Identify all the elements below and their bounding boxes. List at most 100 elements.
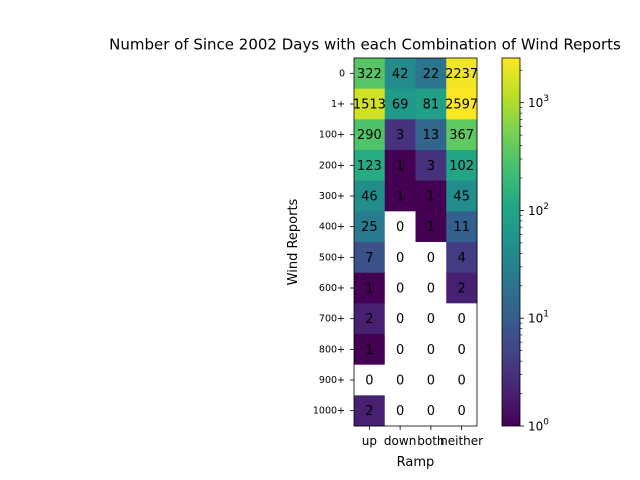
y-tick-label: 500+ (319, 252, 345, 263)
heatmap-cell (446, 334, 478, 366)
colorbar (502, 58, 520, 426)
cell-value-label: 69 (392, 98, 409, 113)
cell-value-label: 102 (449, 159, 474, 174)
cell-value-label: 0 (427, 312, 435, 327)
cell-value-label: 2597 (445, 98, 478, 113)
cell-value-label: 0 (396, 374, 404, 389)
heatmap-cell (354, 303, 386, 335)
cell-value-label: 2 (365, 404, 373, 419)
heatmap-cell (415, 180, 447, 212)
cell-value-label: 4 (457, 251, 465, 266)
heatmap-cell (415, 88, 447, 120)
heatmap-cell (384, 395, 416, 427)
heatmap-cell (384, 303, 416, 335)
heatmap-cell (446, 364, 478, 396)
cell-value-label: 0 (396, 282, 404, 297)
cell-value-label: 0 (457, 374, 465, 389)
heatmap-cell (446, 58, 478, 90)
heatmap-cell (384, 242, 416, 274)
cell-value-label: 0 (427, 251, 435, 266)
heatmap-cell (354, 272, 386, 304)
y-axis-label: Wind Reports (286, 198, 301, 285)
x-tick-label: both (417, 434, 444, 448)
cell-value-label: 0 (396, 251, 404, 266)
cell-value-label: 3 (427, 159, 435, 174)
cell-value-label: 1 (396, 190, 404, 205)
y-tick-label: 600+ (319, 283, 345, 294)
cell-value-label: 13 (423, 128, 440, 143)
heatmap-cell (384, 180, 416, 212)
heatmap-cell (354, 119, 386, 151)
heatmap-cell (415, 119, 447, 151)
cell-value-label: 1513 (353, 98, 386, 113)
y-tick-label: 700+ (319, 314, 345, 325)
y-axis-ticks: 0 1+ 100+ 200+ 300+ 400+ 500+ 600+ 700+ 800+ 900+ 1… (313, 68, 354, 417)
y-tick-label: 200+ (319, 160, 345, 171)
cell-value-label: 1 (365, 343, 373, 358)
cell-value-label: 0 (396, 220, 404, 235)
heatmap-cell (415, 211, 447, 243)
heatmap-cell (415, 364, 447, 396)
cell-value-label: 322 (357, 67, 382, 82)
heatmap-cell (446, 180, 478, 212)
cell-value-label: 45 (453, 190, 470, 205)
heatmap-cell (354, 364, 386, 396)
y-tick-label: 800+ (319, 344, 345, 355)
heatmap-cell (354, 88, 386, 120)
cell-value-label: 0 (427, 343, 435, 358)
cell-value-label: 0 (457, 312, 465, 327)
heatmap-cell (415, 242, 447, 274)
heatmap-cell (446, 88, 478, 120)
cell-value-label: 1 (427, 190, 435, 205)
cell-value-label: 0 (365, 374, 373, 389)
heatmap-cell (384, 119, 416, 151)
cell-value-label: 367 (449, 128, 474, 143)
heatmap-cell (446, 119, 478, 151)
plot-frame (353, 57, 478, 427)
x-axis-label: Ramp (397, 455, 435, 470)
heatmap-cell (446, 395, 478, 427)
cell-value-label: 1 (365, 282, 373, 297)
cell-value-label: 2 (365, 312, 373, 327)
heatmap-cell (354, 180, 386, 212)
cell-value-label: 0 (457, 404, 465, 419)
y-tick-label: 1000+ (313, 406, 345, 417)
colorbar-tick-label: 103 (528, 94, 549, 110)
heatmap-cell (415, 334, 447, 366)
cell-value-label: 11 (453, 220, 470, 235)
colorbar-ticks: 100 101 102 103 (520, 69, 549, 434)
cell-value-label: 0 (396, 343, 404, 358)
heatmap-cell (415, 395, 447, 427)
heatmap-cell (384, 272, 416, 304)
cell-value-label: 0 (396, 312, 404, 327)
heatmap-cell (446, 242, 478, 274)
heatmap-cell (384, 88, 416, 120)
colorbar-tick-label: 101 (528, 310, 549, 326)
heatmap-cell (415, 58, 447, 90)
heatmap-cell (354, 334, 386, 366)
heatmap-cell (384, 334, 416, 366)
heatmap-cell (415, 150, 447, 182)
heatmap-cells (354, 58, 478, 427)
heatmap-cell (415, 272, 447, 304)
cell-value-label: 46 (361, 190, 378, 205)
cell-value-label: 3 (396, 128, 404, 143)
heatmap-cell (354, 395, 386, 427)
heatmap-cell (384, 364, 416, 396)
cell-value-label: 25 (361, 220, 378, 235)
y-tick-label: 1+ (331, 99, 345, 110)
cell-value-label: 0 (396, 404, 404, 419)
cell-value-label: 22 (423, 67, 440, 82)
cell-value-label: 42 (392, 67, 409, 82)
heatmap-cell (446, 150, 478, 182)
cell-value-label: 7 (365, 251, 373, 266)
colorbar-tick-label: 102 (528, 202, 549, 218)
heatmap-cell (354, 211, 386, 243)
cell-value-label: 1 (427, 220, 435, 235)
y-tick-label: 900+ (319, 375, 345, 386)
x-tick-label: down (384, 434, 416, 448)
heatmap-cell (446, 303, 478, 335)
